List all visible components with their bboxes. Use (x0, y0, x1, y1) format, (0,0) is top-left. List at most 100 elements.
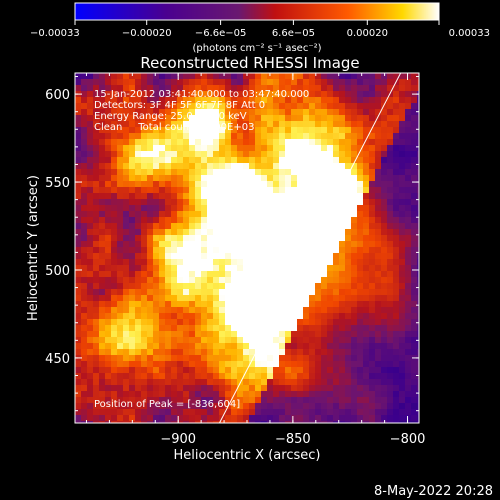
heatmap-cell (189, 271, 195, 277)
heatmap-cell (219, 355, 225, 361)
heatmap-cell (399, 91, 405, 97)
heatmap-cell (135, 145, 141, 151)
heatmap-cell (291, 223, 297, 229)
heatmap-cell (213, 295, 219, 301)
heatmap-cell (405, 391, 411, 397)
heatmap-cell (123, 133, 129, 139)
heatmap-cell (315, 313, 321, 319)
heatmap-cell (381, 265, 387, 271)
heatmap-cell (87, 403, 93, 409)
heatmap-cell (387, 307, 393, 313)
heatmap-cell (243, 349, 249, 355)
heatmap-cell (213, 187, 219, 193)
heatmap-cell (105, 247, 111, 253)
heatmap-cell (159, 265, 165, 271)
heatmap-cell (375, 181, 381, 187)
heatmap-cell (177, 229, 183, 235)
heatmap-cell (93, 253, 99, 259)
heatmap-cell (177, 187, 183, 193)
heatmap-cell (411, 403, 417, 409)
heatmap-cell (417, 361, 419, 367)
heatmap-cell (225, 331, 231, 337)
heatmap-cell (183, 331, 189, 337)
heatmap-cell (243, 385, 249, 391)
heatmap-cell (153, 175, 159, 181)
heatmap-cell (279, 133, 285, 139)
heatmap-cell (261, 97, 267, 103)
heatmap-cell (99, 295, 105, 301)
heatmap-cell (201, 301, 207, 307)
heatmap-cell (111, 139, 117, 145)
heatmap-cell (183, 217, 189, 223)
heatmap-cell (267, 241, 273, 247)
heatmap-cell (297, 181, 303, 187)
heatmap-cell (75, 85, 81, 91)
heatmap-cell (375, 331, 381, 337)
heatmap-cell (93, 133, 99, 139)
heatmap-cell (405, 289, 411, 295)
heatmap-cell (363, 235, 369, 241)
heatmap-cell (309, 259, 315, 265)
heatmap-cell (183, 115, 189, 121)
heatmap-cell (159, 157, 165, 163)
heatmap-cell (123, 367, 129, 373)
heatmap-cell (141, 319, 147, 325)
heatmap-cell (249, 73, 255, 79)
heatmap-cell (291, 307, 297, 313)
heatmap-cell (177, 139, 183, 145)
heatmap-cell (105, 187, 111, 193)
heatmap-cell (117, 199, 123, 205)
heatmap-cell (87, 415, 93, 421)
heatmap-cell (363, 241, 369, 247)
heatmap-cell (351, 157, 357, 163)
heatmap-cell (279, 271, 285, 277)
heatmap-cell (297, 73, 303, 79)
heatmap-cell (321, 355, 327, 361)
heatmap-cell (417, 331, 419, 337)
heatmap-cell (267, 223, 273, 229)
heatmap-cell (237, 337, 243, 343)
heatmap-cell (357, 385, 363, 391)
heatmap-cell (213, 301, 219, 307)
heatmap-cell (135, 265, 141, 271)
heatmap-cell (207, 301, 213, 307)
heatmap-cell (321, 343, 327, 349)
heatmap-cell (165, 421, 171, 423)
heatmap-cell (393, 253, 399, 259)
heatmap-cell (159, 415, 165, 421)
heatmap-cell (231, 211, 237, 217)
heatmap-cell (129, 205, 135, 211)
heatmap-cell (231, 235, 237, 241)
heatmap-cell (255, 253, 261, 259)
heatmap-cell (75, 295, 81, 301)
heatmap-cell (195, 235, 201, 241)
heatmap-cell (249, 403, 255, 409)
heatmap-cell (375, 199, 381, 205)
heatmap-cell (417, 313, 419, 319)
heatmap-cell (171, 163, 177, 169)
heatmap-cell (93, 91, 99, 97)
heatmap-cell (309, 151, 315, 157)
heatmap-cell (297, 289, 303, 295)
heatmap-cell (249, 163, 255, 169)
heatmap-cell (213, 265, 219, 271)
heatmap-cell (243, 169, 249, 175)
heatmap-cell (189, 295, 195, 301)
heatmap-cell (375, 355, 381, 361)
heatmap-cell (363, 205, 369, 211)
heatmap-cell (387, 205, 393, 211)
heatmap-cell (333, 145, 339, 151)
heatmap-cell (339, 181, 345, 187)
heatmap-cell (291, 319, 297, 325)
heatmap-cell (201, 127, 207, 133)
heatmap-cell (417, 319, 419, 325)
heatmap-cell (105, 271, 111, 277)
heatmap-cell (339, 403, 345, 409)
heatmap-cell (249, 295, 255, 301)
heatmap-cell (255, 397, 261, 403)
heatmap-cell (327, 313, 333, 319)
heatmap-cell (135, 157, 141, 163)
heatmap-cell (345, 301, 351, 307)
y-tick-label: 600 (45, 88, 70, 103)
heatmap-cell (321, 97, 327, 103)
